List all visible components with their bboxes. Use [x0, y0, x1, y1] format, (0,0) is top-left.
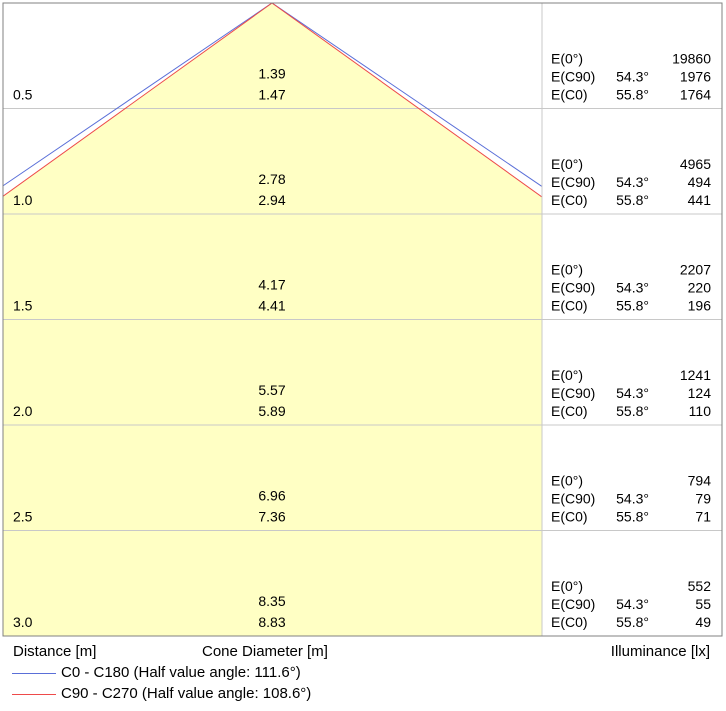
distance-label: 1.5 — [13, 298, 33, 314]
illuminance-value-ec0: 49 — [695, 614, 711, 630]
illuminance-label-ec90: E(C90) — [551, 174, 595, 190]
cone-diagram: 0.5 1.39 1.47 E(0°) 19860 E(C90) 54.3° 1976 E(C0… — [2, 2, 723, 637]
illuminance-label-ec90: E(C90) — [551, 596, 595, 612]
illuminance-value-e0: 2207 — [680, 262, 711, 278]
cone-diameter-c0: 8.35 — [258, 593, 285, 609]
illuminance-label-ec90: E(C90) — [551, 69, 595, 85]
angle-c0: 55.8° — [616, 403, 649, 419]
cone-diameter-c0: 6.96 — [258, 488, 285, 504]
angle-c0: 55.8° — [616, 298, 649, 314]
cone-diameter-c0: 2.78 — [258, 171, 285, 187]
legend-swatch-c90 — [12, 693, 56, 695]
illuminance-value-ec0: 441 — [688, 192, 712, 208]
chart-border — [2, 2, 723, 637]
illuminance-label-ec90: E(C90) — [551, 280, 595, 296]
illuminance-label-ec90: E(C90) — [551, 491, 595, 507]
illuminance-value-ec90: 79 — [695, 491, 711, 507]
cone-diameter-c0: 4.17 — [258, 277, 285, 293]
cone-diameter-c90: 8.83 — [258, 614, 285, 630]
illuminance-axis-label: Illuminance [lx] — [610, 643, 710, 660]
angle-c90: 54.3° — [616, 174, 649, 190]
angle-c90: 54.3° — [616, 596, 649, 612]
illuminance-value-ec90: 494 — [688, 174, 712, 190]
legend-item-c0: C0 - C180 (Half value angle: 111.6°) — [12, 664, 301, 684]
illuminance-value-ec0: 1764 — [680, 87, 711, 103]
angle-c0: 55.8° — [616, 509, 649, 525]
illuminance-value-e0: 552 — [688, 578, 712, 594]
illuminance-label-e0: E(0°) — [551, 51, 583, 67]
illuminance-label-e0: E(0°) — [551, 578, 583, 594]
distance-label: 2.0 — [13, 403, 33, 419]
legend-item-c90: C90 - C270 (Half value angle: 108.6°) — [12, 685, 311, 705]
angle-c90: 54.3° — [616, 491, 649, 507]
illuminance-label-e0: E(0°) — [551, 473, 583, 489]
angle-c90: 54.3° — [616, 69, 649, 85]
illuminance-label-ec0: E(C0) — [551, 87, 588, 103]
illuminance-value-e0: 794 — [688, 473, 712, 489]
angle-c0: 55.8° — [616, 614, 649, 630]
illuminance-label-ec90: E(C90) — [551, 385, 595, 401]
angle-c0: 55.8° — [616, 87, 649, 103]
illuminance-label-ec0: E(C0) — [551, 192, 588, 208]
angle-c0: 55.8° — [616, 192, 649, 208]
illuminance-label-e0: E(0°) — [551, 262, 583, 278]
cone-diameter-c90: 7.36 — [258, 509, 285, 525]
cone-diameter-c90: 1.47 — [258, 87, 285, 103]
cone-diameter-c0: 1.39 — [258, 66, 285, 82]
illuminance-label-e0: E(0°) — [551, 156, 583, 172]
legend-label-c90: C90 - C270 (Half value angle: 108.6°) — [61, 685, 312, 702]
angle-c90: 54.3° — [616, 385, 649, 401]
illuminance-value-e0: 1241 — [680, 367, 711, 383]
illuminance-value-ec90: 220 — [688, 280, 712, 296]
distance-label: 2.5 — [13, 509, 33, 525]
distance-label: 1.0 — [13, 192, 33, 208]
cone-diameter-axis-label: Cone Diameter [m] — [202, 643, 328, 660]
illuminance-value-ec90: 124 — [688, 385, 712, 401]
distance-label: 0.5 — [13, 87, 33, 103]
cone-diameter-c90: 4.41 — [258, 298, 285, 314]
legend-swatch-c0 — [12, 672, 56, 674]
angle-c90: 54.3° — [616, 280, 649, 296]
illuminance-value-e0: 19860 — [672, 51, 711, 67]
legend-label-c0: C0 - C180 (Half value angle: 111.6°) — [61, 664, 301, 681]
illuminance-label-ec0: E(C0) — [551, 298, 588, 314]
illuminance-value-ec90: 1976 — [680, 69, 711, 85]
distance-label: 3.0 — [13, 614, 33, 630]
illuminance-label-ec0: E(C0) — [551, 614, 588, 630]
illuminance-value-ec0: 71 — [695, 509, 711, 525]
illuminance-value-e0: 4965 — [680, 156, 711, 172]
illuminance-label-e0: E(0°) — [551, 367, 583, 383]
illuminance-value-ec0: 110 — [689, 403, 712, 419]
illuminance-label-ec0: E(C0) — [551, 403, 588, 419]
cone-diameter-c90: 2.94 — [258, 192, 285, 208]
illuminance-value-ec0: 196 — [688, 298, 712, 314]
cone-diameter-c0: 5.57 — [258, 382, 285, 398]
distance-axis-label: Distance [m] — [13, 643, 97, 660]
illuminance-label-ec0: E(C0) — [551, 509, 588, 525]
cone-diameter-c90: 5.89 — [258, 403, 285, 419]
illuminance-value-ec90: 55 — [695, 596, 711, 612]
